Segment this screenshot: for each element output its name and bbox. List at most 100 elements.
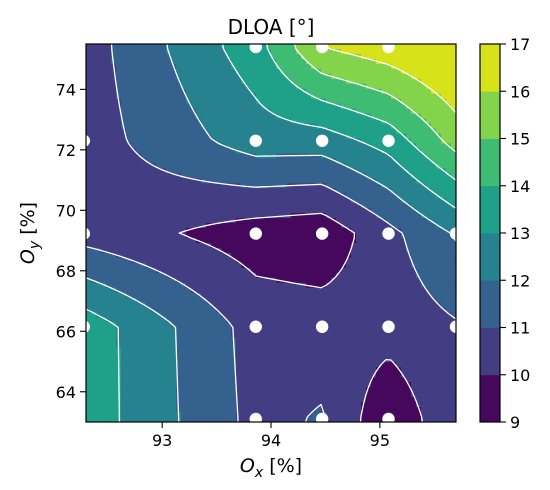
contour-cell bbox=[256, 68, 262, 75]
contour-cell bbox=[111, 252, 117, 259]
contour-cell bbox=[321, 252, 327, 259]
contour-cell bbox=[311, 292, 317, 299]
contour-cell bbox=[376, 103, 382, 110]
contour-cell bbox=[96, 143, 102, 150]
contour-cell bbox=[301, 193, 307, 199]
contour-cell bbox=[126, 332, 132, 339]
contour-cell bbox=[356, 347, 362, 353]
contour-cell bbox=[296, 128, 302, 135]
contour-cell bbox=[366, 153, 372, 159]
contour-cell bbox=[271, 347, 277, 353]
contour-cell bbox=[211, 158, 217, 164]
contour-cell bbox=[216, 282, 222, 289]
contour-cell bbox=[111, 367, 117, 373]
contour-cell bbox=[211, 108, 217, 115]
contour-cell bbox=[101, 228, 107, 234]
contour-cell bbox=[261, 98, 267, 105]
contour-cell bbox=[121, 262, 127, 269]
contour-cell bbox=[411, 128, 417, 135]
contour-cell bbox=[396, 213, 402, 219]
contour-cell bbox=[151, 332, 157, 339]
contour-cell bbox=[326, 332, 332, 339]
contour-cell bbox=[156, 233, 162, 239]
contour-cell bbox=[211, 292, 217, 299]
contour-cell bbox=[271, 128, 277, 135]
contour-cell bbox=[281, 367, 287, 373]
contour-cell bbox=[276, 63, 282, 70]
contour-cell bbox=[381, 48, 387, 55]
contour-cell bbox=[356, 213, 362, 219]
contour-cell bbox=[256, 272, 262, 279]
contour-cell bbox=[426, 357, 432, 363]
contour-cell bbox=[426, 277, 432, 284]
contour-cell bbox=[141, 148, 147, 155]
contour-cell bbox=[326, 158, 332, 164]
contour-cell bbox=[316, 193, 322, 199]
contour-cell bbox=[446, 357, 452, 363]
contour-cell bbox=[181, 168, 187, 174]
contour-cell bbox=[321, 63, 327, 70]
contour-cell bbox=[311, 342, 317, 348]
contour-cell bbox=[321, 292, 327, 299]
contour-cell bbox=[346, 193, 352, 199]
contour-cell bbox=[96, 148, 102, 155]
contour-cell bbox=[196, 83, 202, 90]
contour-cell bbox=[141, 377, 147, 383]
contour-cell bbox=[356, 228, 362, 234]
contour-cell bbox=[271, 367, 277, 373]
contour-cell bbox=[246, 78, 252, 85]
contour-cell bbox=[336, 367, 342, 373]
contour-cell bbox=[181, 123, 187, 130]
contour-cell bbox=[311, 158, 317, 164]
contour-cell bbox=[191, 98, 197, 105]
contour-cell bbox=[321, 178, 327, 184]
contour-cell bbox=[261, 372, 267, 378]
contour-cell bbox=[331, 163, 337, 169]
contour-cell bbox=[191, 168, 197, 174]
contour-cell bbox=[451, 138, 456, 145]
contour-cell bbox=[306, 372, 312, 378]
contour-cell bbox=[181, 252, 187, 259]
contour-cell bbox=[126, 183, 132, 189]
contour-cell bbox=[336, 178, 342, 184]
contour-cell bbox=[391, 317, 397, 324]
contour-cell bbox=[326, 297, 332, 304]
contour-cell bbox=[411, 133, 417, 140]
contour-cell bbox=[131, 103, 137, 110]
contour-cell bbox=[141, 237, 147, 244]
contour-cell bbox=[451, 367, 456, 373]
contour-cell bbox=[251, 302, 257, 309]
contour-cell bbox=[326, 213, 332, 219]
contour-cell bbox=[291, 287, 297, 294]
contour-cell bbox=[261, 237, 267, 244]
contour-cell bbox=[291, 322, 297, 329]
contour-cell bbox=[171, 163, 177, 169]
contour-cell bbox=[316, 158, 322, 164]
contour-cell bbox=[251, 58, 257, 65]
contour-cell bbox=[301, 108, 307, 115]
contour-cell bbox=[356, 342, 362, 348]
contour-cell bbox=[351, 322, 357, 329]
contour-cell bbox=[336, 347, 342, 353]
contour-cell bbox=[141, 173, 147, 179]
contour-cell bbox=[206, 312, 212, 319]
contour-cell bbox=[371, 247, 377, 254]
contour-cell bbox=[431, 223, 437, 229]
contour-cell bbox=[311, 242, 317, 249]
contour-cell bbox=[111, 372, 117, 378]
contour-cell bbox=[356, 272, 362, 279]
contour-cell bbox=[96, 307, 102, 314]
contour-cell bbox=[416, 78, 422, 85]
contour-cell bbox=[221, 44, 227, 50]
contour-cell bbox=[406, 332, 412, 339]
contour-cell bbox=[176, 377, 182, 383]
contour-cell bbox=[181, 347, 187, 353]
contour-cell bbox=[256, 123, 262, 130]
contour-cell bbox=[381, 307, 387, 314]
contour-cell bbox=[396, 322, 402, 329]
contour-cell bbox=[326, 252, 332, 259]
contour-cell bbox=[316, 267, 322, 274]
contour-cell bbox=[111, 168, 117, 174]
contour-cell bbox=[416, 133, 422, 140]
contour-cell bbox=[396, 362, 402, 368]
